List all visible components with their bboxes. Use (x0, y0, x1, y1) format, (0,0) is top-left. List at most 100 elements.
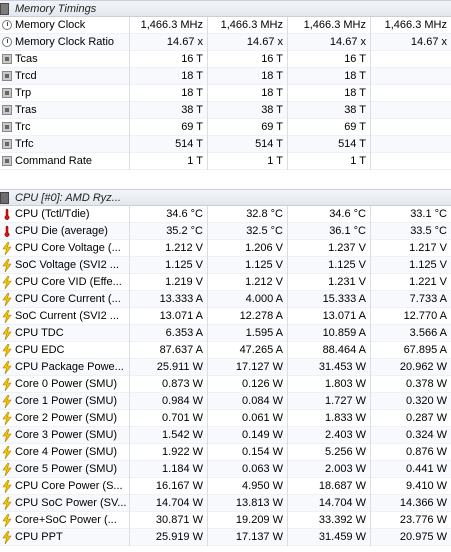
table-row[interactable]: Core 1 Power (SMU) 0.984 W 0.084 W 1.727 W 0… (0, 392, 451, 410)
table-row[interactable]: CPU Core Current (... 13.333 A 4.000 A 15.3… (0, 290, 451, 308)
table-row[interactable]: Tcas 16 T 16 T 16 T (0, 50, 451, 68)
table-row[interactable]: Trcd 18 T 18 T 18 T (0, 67, 451, 85)
value-minimum: 47.265 A (208, 341, 288, 359)
value-maximum: 34.6 °C (288, 205, 371, 223)
value-minimum: 32.8 °C (208, 205, 288, 223)
row-label: CPU EDC (15, 343, 65, 356)
row-label: SoC Current (SVI2 ... (15, 309, 119, 322)
value-minimum: 12.278 A (208, 307, 288, 325)
value-minimum: 0.063 W (208, 460, 288, 478)
value-maximum: 1.231 V (288, 273, 371, 291)
value-average (371, 119, 451, 136)
value-average: 0.287 W (406, 411, 447, 424)
memory-chip-icon (0, 2, 9, 15)
lightning-icon (2, 309, 12, 323)
row-label: CPU Core Voltage (... (15, 241, 121, 254)
row-label-cell: Trfc (0, 135, 130, 153)
value-current: 35.2 °C (130, 222, 208, 240)
memory-rows: Memory Clock 1,466.3 MHz 1,466.3 MHz 1,466.… (0, 16, 451, 170)
table-row[interactable]: SoC Voltage (SVI2 ... 1.125 V 1.125 V 1.125… (0, 256, 451, 274)
value-minimum: 69 T (208, 118, 288, 136)
table-row[interactable]: Core 0 Power (SMU) 0.873 W 0.126 W 1.803 W 0… (0, 375, 451, 393)
table-row[interactable]: Trfc 514 T 514 T 514 T (0, 135, 451, 153)
clock-icon (2, 20, 12, 30)
value-average: 23.776 W (399, 513, 447, 526)
table-row[interactable]: CPU Die (average) 35.2 °C 32.5 °C 36.1 °C 33… (0, 222, 451, 240)
value-current: 1.922 W (130, 443, 208, 461)
row-label-cell: Core 2 Power (SMU) (0, 409, 130, 427)
row-label: Trp (15, 86, 32, 99)
cpu-rows: CPU (Tctl/Tdie) 34.6 °C 32.8 °C 34.6 °C 33.1… (0, 205, 451, 546)
value-average: 20.962 W (399, 360, 447, 373)
table-row[interactable]: CPU Core Power (S... 16.167 W 4.950 W 18.68… (0, 477, 451, 495)
value-average: 14.67 x (410, 35, 447, 48)
value-average: 1.221 V (409, 275, 447, 288)
table-row[interactable]: CPU TDC 6.353 A 1.595 A 10.859 A 3.566 A (0, 324, 451, 342)
section-spacer (0, 170, 451, 189)
value-minimum: 1,466.3 MHz (208, 16, 288, 34)
value-maximum: 33.392 W (288, 511, 371, 529)
value-minimum: 18 T (208, 84, 288, 102)
chip-icon (2, 54, 12, 64)
value-maximum: 2.003 W (288, 460, 371, 478)
value-minimum: 14.67 x (208, 33, 288, 51)
value-minimum: 4.000 A (208, 290, 288, 308)
row-label-cell: Command Rate (0, 152, 130, 170)
row-label: Core 0 Power (SMU) (15, 377, 118, 390)
table-row[interactable]: CPU SoC Power (SV... 14.704 W 13.813 W 14.7… (0, 494, 451, 512)
value-maximum: 69 T (288, 118, 371, 136)
table-row[interactable]: CPU EDC 87.637 A 47.265 A 88.464 A 67.895 A (0, 341, 451, 359)
value-current: 25.911 W (130, 358, 208, 376)
value-average: 20.975 W (399, 530, 447, 543)
value-minimum: 17.127 W (208, 358, 288, 376)
table-row[interactable]: CPU Package Powe... 25.911 W 17.127 W 31.45… (0, 358, 451, 376)
table-row[interactable]: CPU Core VID (Effe... 1.219 V 1.212 V 1.231… (0, 273, 451, 291)
value-minimum: 1.595 A (208, 324, 288, 342)
value-average: 67.895 A (403, 343, 447, 356)
section-title: CPU [#0]: AMD Ryz... (15, 191, 121, 204)
lightning-icon (2, 343, 12, 357)
value-maximum: 1.803 W (288, 375, 371, 393)
table-row[interactable]: CPU Core Voltage (... 1.212 V 1.206 V 1.237… (0, 239, 451, 257)
value-minimum: 1.212 V (208, 273, 288, 291)
value-average: 12.770 A (403, 309, 447, 322)
value-average: 1.217 V (409, 241, 447, 254)
chip-icon (2, 156, 12, 166)
row-label: SoC Voltage (SVI2 ... (15, 258, 119, 271)
thermometer-icon (2, 225, 12, 237)
value-current: 1.125 V (130, 256, 208, 274)
table-row[interactable]: Core 4 Power (SMU) 1.922 W 0.154 W 5.256 W 0… (0, 443, 451, 461)
value-current: 514 T (130, 135, 208, 153)
table-row[interactable]: Trp 18 T 18 T 18 T (0, 84, 451, 102)
value-current: 1.219 V (130, 273, 208, 291)
table-row[interactable]: Core 5 Power (SMU) 1.184 W 0.063 W 2.003 W 0… (0, 460, 451, 478)
section-header-memory[interactable]: Memory Timings (0, 0, 451, 17)
value-minimum: 16 T (208, 50, 288, 68)
table-row[interactable]: Core 2 Power (SMU) 0.701 W 0.061 W 1.833 W 0… (0, 409, 451, 427)
lightning-icon (2, 445, 12, 459)
value-maximum: 18 T (288, 84, 371, 102)
lightning-icon (2, 360, 12, 374)
cpu-chip-icon (0, 191, 9, 204)
value-current: 16 T (130, 50, 208, 68)
value-minimum: 13.813 W (208, 494, 288, 512)
chip-icon (2, 139, 12, 149)
table-row[interactable]: Memory Clock 1,466.3 MHz 1,466.3 MHz 1,466.… (0, 16, 451, 34)
row-label-cell: Memory Clock Ratio (0, 33, 130, 51)
table-row[interactable]: Core+SoC Power (... 30.871 W 19.209 W 33.39… (0, 511, 451, 529)
value-maximum: 1 T (288, 152, 371, 170)
section-header-cpu[interactable]: CPU [#0]: AMD Ryz... (0, 189, 451, 206)
value-average (371, 153, 451, 170)
table-row[interactable]: SoC Current (SVI2 ... 13.071 A 12.278 A 13.… (0, 307, 451, 325)
table-row[interactable]: Tras 38 T 38 T 38 T (0, 101, 451, 119)
row-label: Command Rate (15, 154, 93, 167)
row-label-cell: Core 4 Power (SMU) (0, 443, 130, 461)
value-maximum: 13.071 A (288, 307, 371, 325)
table-row[interactable]: Core 3 Power (SMU) 1.542 W 0.149 W 2.403 W 0… (0, 426, 451, 444)
value-current: 1 T (130, 152, 208, 170)
table-row[interactable]: CPU PPT 25.919 W 17.137 W 31.459 W 20.975 W (0, 528, 451, 546)
table-row[interactable]: CPU (Tctl/Tdie) 34.6 °C 32.8 °C 34.6 °C 33.1… (0, 205, 451, 223)
table-row[interactable]: Trc 69 T 69 T 69 T (0, 118, 451, 136)
